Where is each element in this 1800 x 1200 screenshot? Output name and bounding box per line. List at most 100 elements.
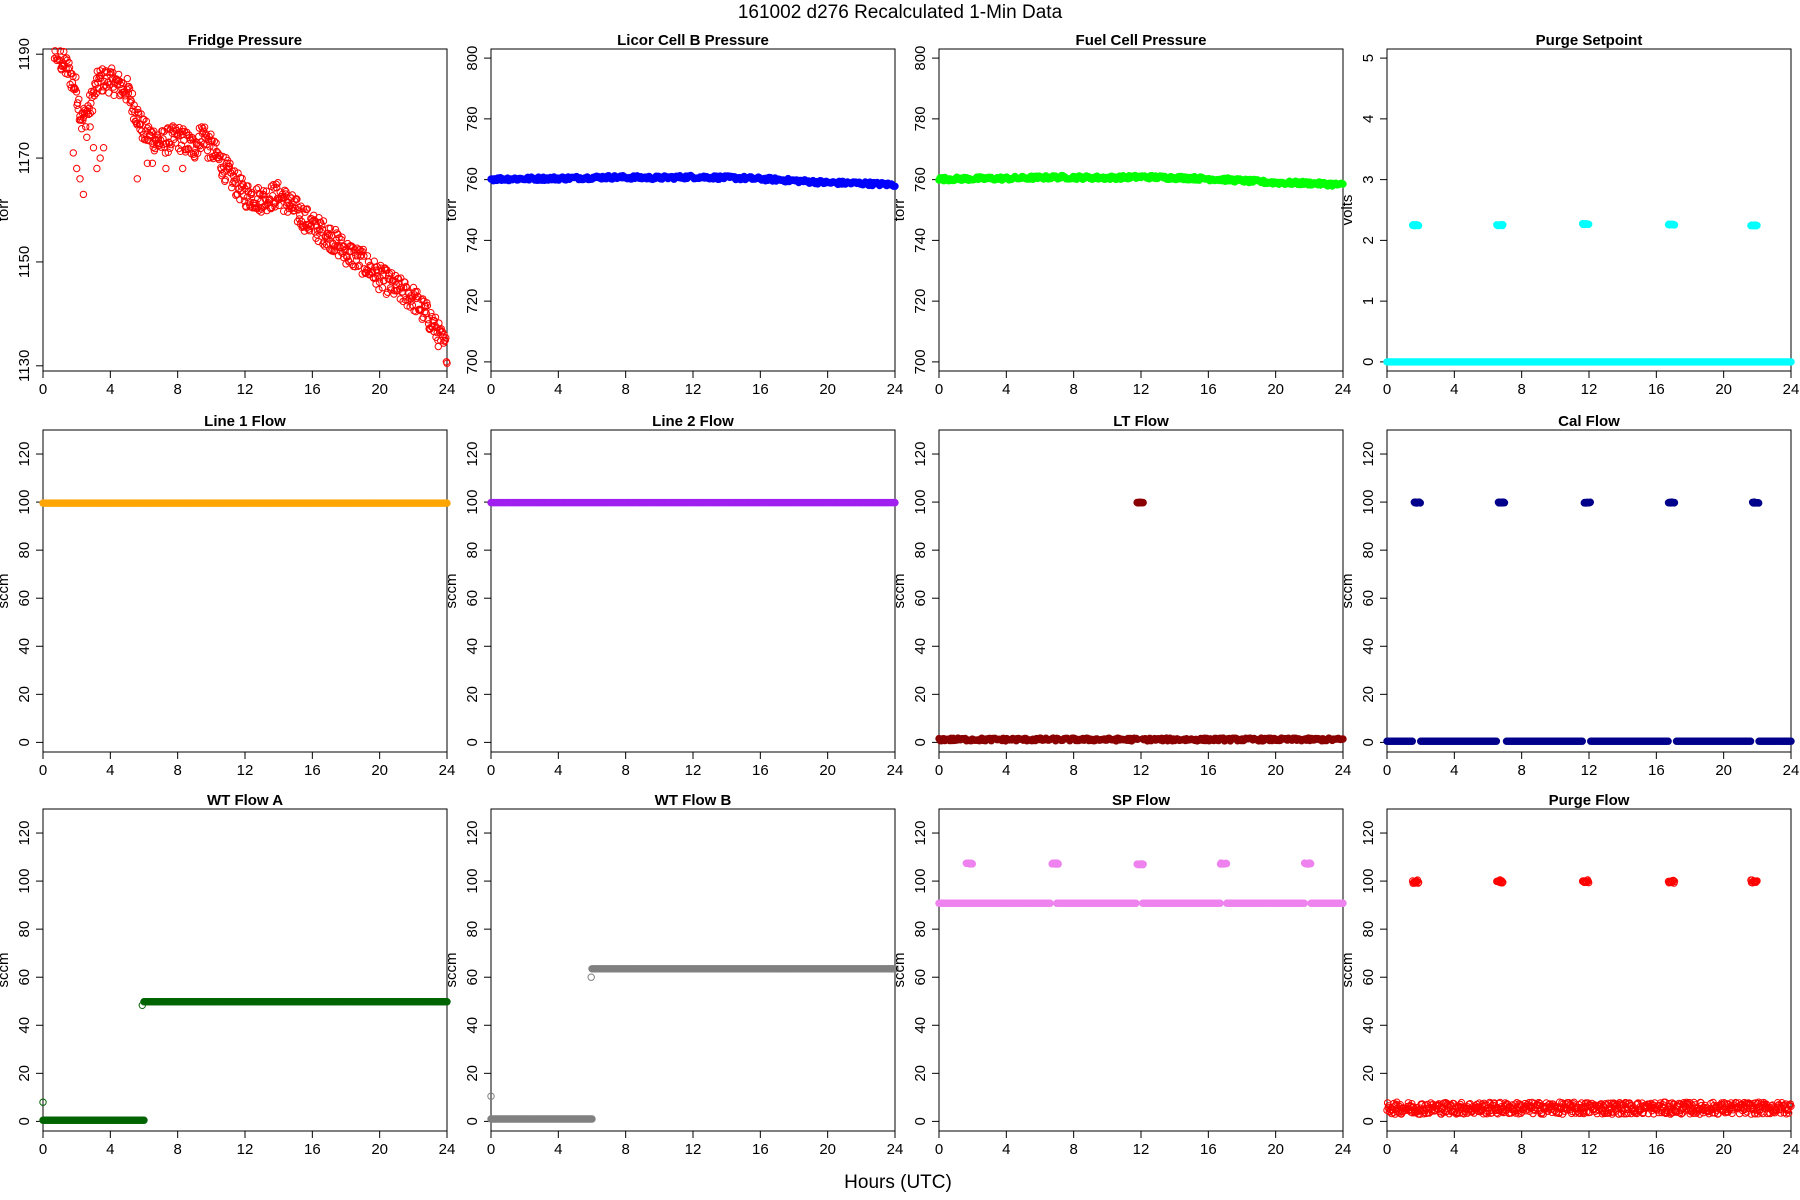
chart-fridge-pressure-data-point bbox=[375, 285, 383, 294]
chart-fridge-pressure-data-point bbox=[63, 56, 71, 64]
chart-sp-flow-y-tick-label: 80 bbox=[912, 921, 929, 938]
chart-purge-flow-y-tick-label: 60 bbox=[1360, 969, 1377, 986]
chart-fridge-pressure-y-tick-label: 1190 bbox=[16, 38, 33, 70]
chart-cal-flow-y-tick-label: 0 bbox=[1360, 738, 1377, 746]
chart-fridge-pressure-x-tick-label: 0 bbox=[39, 381, 47, 398]
chart-cal-flow-y-tick-label: 20 bbox=[1360, 686, 1377, 703]
chart-line-1-flow-y-tick-label: 20 bbox=[16, 686, 33, 703]
chart-line-2-flow-x-tick-label: 0 bbox=[487, 762, 495, 779]
chart-wt-flow-a-y-tick-label: 100 bbox=[16, 869, 33, 894]
chart-fridge-pressure-data-point bbox=[244, 182, 252, 190]
chart-fridge-pressure-data-point bbox=[71, 84, 79, 93]
chart-fridge-pressure-data-point bbox=[231, 179, 239, 187]
chart-fridge-pressure-data-point bbox=[88, 107, 97, 115]
chart-fridge-pressure-data-point bbox=[238, 174, 246, 183]
chart-purge-flow-x-tick-label: 16 bbox=[1648, 1141, 1665, 1158]
chart-purge-flow-x-tick-label: 24 bbox=[1783, 1141, 1800, 1158]
chart-wt-flow-b-series bbox=[487, 965, 899, 1123]
chart-wt-flow-a-y-tick-label: 60 bbox=[16, 969, 33, 986]
chart-wt-flow-a-y-tick-label: 0 bbox=[16, 1117, 33, 1125]
chart-sp-flow-data-point bbox=[1046, 899, 1054, 907]
chart-fridge-pressure-outlier-point bbox=[162, 164, 170, 173]
chart-fuel-cell-pressure-x-tick-label: 4 bbox=[1002, 381, 1010, 398]
chart-fridge-pressure-data-point bbox=[320, 242, 329, 250]
chart-fridge-pressure-data-point bbox=[354, 262, 362, 270]
chart-fridge-pressure-data-point bbox=[141, 135, 149, 144]
chart-fridge-pressure-data-point bbox=[86, 109, 95, 118]
chart-wt-flow-b-title: WT Flow B bbox=[655, 792, 732, 809]
chart-cal-flow-x-tick-label: 16 bbox=[1648, 762, 1665, 779]
chart-fridge-pressure-data-point bbox=[78, 125, 86, 133]
chart-licor-cell-b-pressure-y-tick-label: 800 bbox=[464, 46, 481, 71]
chart-fridge-pressure-data-point bbox=[161, 149, 170, 157]
chart-wt-flow-a-y-axis-label: sccm bbox=[0, 953, 12, 988]
chart-fridge-pressure-y-tick-label: 1150 bbox=[16, 246, 33, 278]
chart-fridge-pressure-data-point bbox=[235, 185, 243, 193]
chart-fridge-pressure-data-point bbox=[409, 283, 418, 292]
chart-fridge-pressure-data-point bbox=[413, 287, 421, 296]
chart-fridge-pressure-outlier-point bbox=[86, 123, 94, 131]
chart-wt-flow-b-y-tick-label: 0 bbox=[464, 1117, 481, 1125]
chart-purge-setpoint-x-tick-label: 24 bbox=[1783, 381, 1800, 398]
chart-fridge-pressure-data-point bbox=[326, 224, 335, 233]
chart-fridge-pressure-data-point bbox=[422, 309, 430, 317]
chart-sp-flow-data-point bbox=[1300, 899, 1309, 907]
chart-lt-flow-x-tick-label: 0 bbox=[935, 762, 943, 779]
chart-fridge-pressure-data-point bbox=[428, 313, 436, 321]
chart-fridge-pressure-data-point bbox=[360, 252, 368, 260]
chart-sp-flow-x-tick-label: 0 bbox=[935, 1141, 943, 1158]
chart-licor-cell-b-pressure-x-tick-label: 0 bbox=[487, 381, 495, 398]
chart-lt-flow-title: LT Flow bbox=[1113, 413, 1169, 430]
chart-cal-flow-x-tick-label: 12 bbox=[1581, 762, 1598, 779]
chart-fridge-pressure-data-point bbox=[443, 359, 451, 367]
chart-wt-flow-b-y-tick-label: 40 bbox=[464, 1017, 481, 1034]
chart-wt-flow-a-x-tick-label: 4 bbox=[106, 1141, 114, 1158]
chart-purge-setpoint-series bbox=[1383, 220, 1795, 366]
chart-purge-flow-y-axis-label: sccm bbox=[1339, 953, 1356, 988]
chart-fridge-pressure-title: Fridge Pressure bbox=[188, 32, 302, 49]
chart-sp-flow-data-point bbox=[1222, 859, 1231, 868]
chart-fridge-pressure-y-tick-label: 1130 bbox=[16, 350, 33, 382]
chart-line-2-flow-x-tick-label: 16 bbox=[752, 762, 769, 779]
chart-fridge-pressure-series bbox=[50, 47, 451, 367]
chart-fridge-pressure-outlier-point bbox=[89, 144, 98, 152]
chart-licor-cell-b-pressure-x-tick-label: 24 bbox=[887, 381, 904, 398]
chart-line-1-flow-title: Line 1 Flow bbox=[204, 413, 286, 430]
chart-purge-flow-y-tick-label: 100 bbox=[1360, 869, 1377, 894]
chart-purge-flow-x-tick-label: 8 bbox=[1517, 1141, 1525, 1158]
chart-fuel-cell-pressure-x-tick-label: 8 bbox=[1069, 381, 1077, 398]
chart-line-1-flow-y-tick-label: 80 bbox=[16, 542, 33, 559]
chart-licor-cell-b-pressure-data-point bbox=[891, 182, 899, 191]
chart-cal-flow-data-point bbox=[1416, 499, 1425, 507]
chart-lt-flow-y-tick-label: 100 bbox=[912, 490, 929, 515]
chart-sp-flow-data-point bbox=[968, 860, 976, 868]
chart-cal-flow-data-point bbox=[1492, 737, 1501, 745]
chart-wt-flow-b-y-axis-label: sccm bbox=[443, 953, 460, 988]
chart-cal-flow-data-point bbox=[1408, 737, 1417, 745]
chart-fridge-pressure-data-point bbox=[335, 234, 343, 242]
chart-fridge-pressure-y-tick-label: 1170 bbox=[16, 142, 33, 174]
chart-line-1-flow-x-tick-label: 4 bbox=[106, 762, 114, 779]
chart-cal-flow-y-axis-label: sccm bbox=[1339, 574, 1356, 609]
chart-wt-flow-a-y-tick-label: 80 bbox=[16, 921, 33, 938]
chart-fuel-cell-pressure-y-axis-label: torr bbox=[891, 199, 908, 222]
chart-fridge-pressure-data-point bbox=[75, 95, 83, 104]
chart-purge-setpoint-y-tick-label: 4 bbox=[1360, 115, 1377, 123]
chart-fridge-pressure-data-point bbox=[221, 176, 230, 184]
chart-fridge-pressure-data-point bbox=[245, 198, 253, 206]
chart-sp-flow-y-tick-label: 100 bbox=[912, 869, 929, 894]
chart-line-1-flow-plot-frame bbox=[42, 429, 448, 753]
chart-wt-flow-a-x-tick-label: 0 bbox=[39, 1141, 47, 1158]
chart-purge-flow-y-tick-label: 20 bbox=[1360, 1065, 1377, 1082]
chart-sp-flow-x-tick-label: 20 bbox=[1267, 1141, 1284, 1158]
chart-fridge-pressure-outlier-point bbox=[93, 164, 101, 173]
chart-fridge-pressure-data-point bbox=[108, 64, 116, 72]
chart-wt-flow-b-y-tick-label: 120 bbox=[464, 821, 481, 846]
chart-fridge-pressure-data-point bbox=[226, 159, 234, 168]
chart-licor-cell-b-pressure-x-tick-label: 12 bbox=[685, 381, 702, 398]
chart-fuel-cell-pressure-y-tick-label: 800 bbox=[912, 46, 929, 71]
